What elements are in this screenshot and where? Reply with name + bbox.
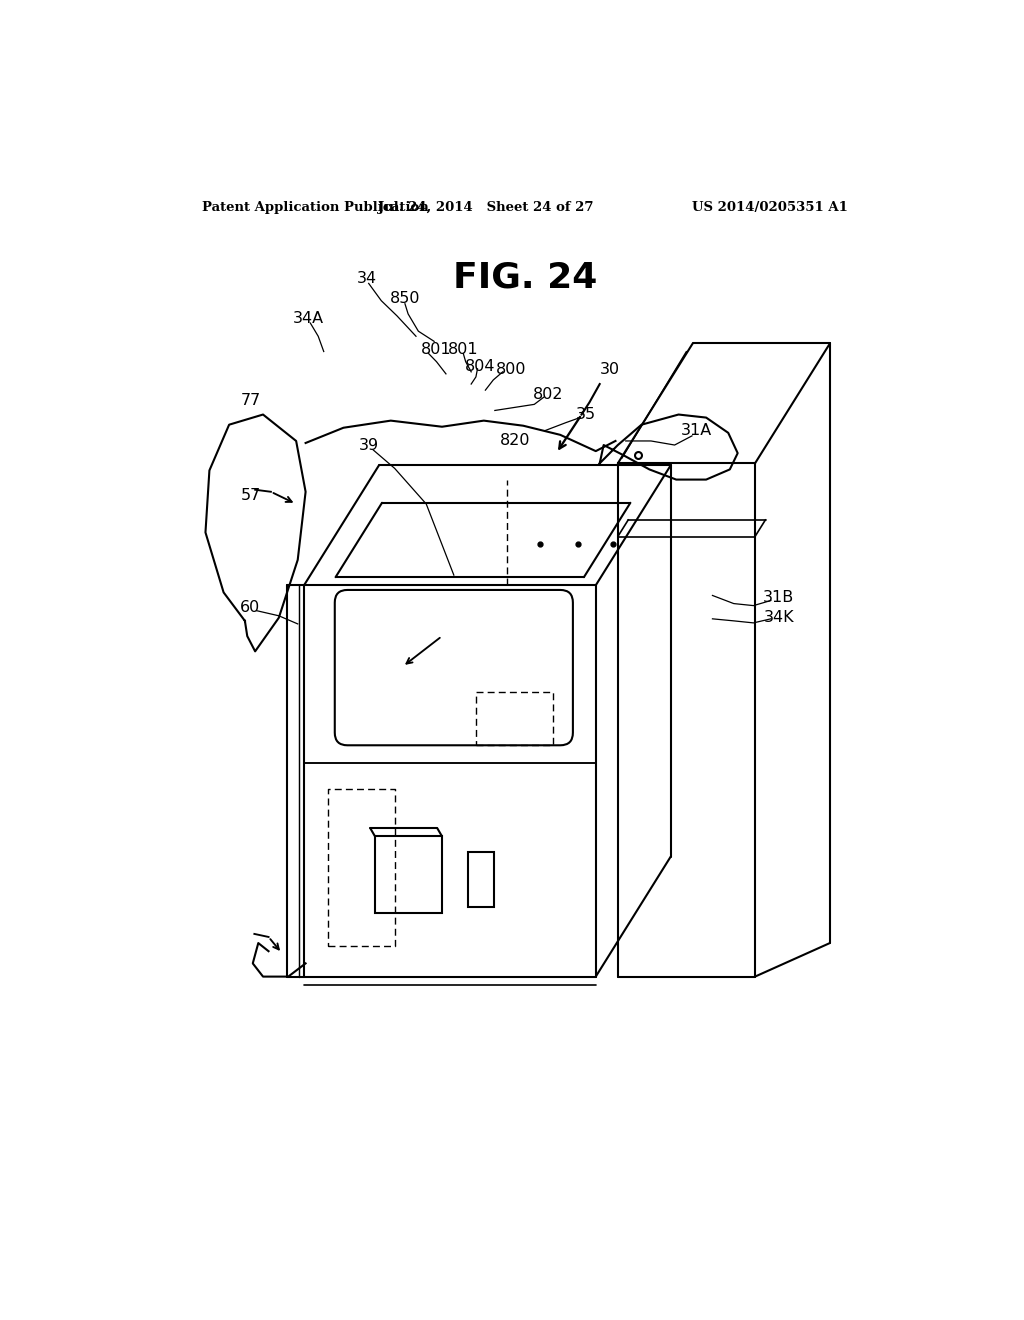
Text: 30: 30: [600, 362, 620, 378]
Bar: [375, 837, 442, 912]
Text: Patent Application Publication: Patent Application Publication: [202, 201, 428, 214]
Bar: [468, 851, 494, 907]
Text: 802: 802: [534, 387, 563, 401]
Text: 39: 39: [358, 437, 379, 453]
Text: 804: 804: [465, 359, 496, 375]
Text: 60: 60: [241, 601, 260, 615]
Text: 34: 34: [357, 271, 377, 286]
Text: 820: 820: [500, 433, 530, 449]
Text: 800: 800: [497, 362, 526, 378]
Text: Jul. 24, 2014   Sheet 24 of 27: Jul. 24, 2014 Sheet 24 of 27: [378, 201, 593, 214]
Text: 34K: 34K: [763, 610, 794, 626]
Text: 850: 850: [390, 292, 420, 306]
Text: 801: 801: [447, 342, 478, 356]
Text: 31B: 31B: [763, 590, 795, 605]
Text: 34A: 34A: [293, 312, 324, 326]
Text: 31A: 31A: [681, 424, 713, 438]
Text: 801: 801: [421, 342, 452, 356]
Text: 35: 35: [577, 407, 596, 422]
Text: 77: 77: [241, 393, 260, 408]
Text: FIG. 24: FIG. 24: [453, 260, 597, 294]
Text: US 2014/0205351 A1: US 2014/0205351 A1: [692, 201, 848, 214]
Text: 57: 57: [241, 488, 260, 503]
